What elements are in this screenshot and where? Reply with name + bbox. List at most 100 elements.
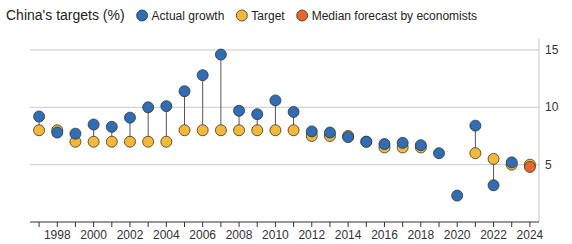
grid-line: [30, 164, 539, 165]
dot: [270, 125, 281, 136]
x-tick-label: 2018: [407, 228, 434, 242]
dot: [234, 125, 245, 136]
x-tick-label: 2014: [335, 228, 362, 242]
dot: [179, 86, 190, 97]
dot: [252, 109, 263, 120]
dot: [52, 127, 63, 138]
plot-area: [34, 49, 536, 201]
x-tick: [239, 222, 240, 227]
x-tick: [148, 222, 149, 227]
dot: [88, 136, 99, 147]
x-tick: [457, 222, 458, 227]
legend-label: Target: [251, 9, 285, 23]
x-tick: [220, 222, 221, 227]
dot: [361, 136, 372, 147]
x-tick: [75, 222, 76, 227]
x-tick: [475, 222, 476, 227]
dot: [124, 112, 135, 123]
dot: [34, 111, 45, 122]
dot: [179, 125, 190, 136]
x-tick-label: 2010: [262, 228, 289, 242]
y-tick-label: 10: [545, 100, 559, 114]
x-tick-label: 2006: [189, 228, 216, 242]
x-tick: [311, 222, 312, 227]
grid-line: [30, 49, 539, 50]
legend-swatch: [137, 10, 148, 21]
x-tick: [439, 222, 440, 227]
dot: [288, 106, 299, 117]
x-tick-label: 2016: [371, 228, 398, 242]
dot: [288, 125, 299, 136]
x-tick: [57, 222, 58, 227]
dot: [343, 132, 354, 143]
dot: [234, 105, 245, 116]
x-tick: [348, 222, 349, 227]
dot: [470, 148, 481, 159]
x-tick-label: 2000: [80, 228, 107, 242]
legend-label: Actual growth: [152, 9, 225, 23]
x-tick: [202, 222, 203, 227]
dot: [324, 127, 335, 138]
y-axis-line: [539, 39, 540, 223]
x-tick: [111, 222, 112, 227]
dot: [143, 136, 154, 147]
legend-swatch: [297, 10, 308, 21]
dot: [470, 120, 481, 131]
x-tick: [420, 222, 421, 227]
x-axis-line: [30, 222, 539, 223]
legend-swatch: [236, 10, 247, 21]
x-tick-label: 2020: [444, 228, 471, 242]
connector: [220, 55, 221, 131]
dot: [161, 101, 172, 112]
x-tick-label: 2024: [517, 228, 544, 242]
dot: [161, 136, 172, 147]
x-tick: [275, 222, 276, 227]
chart: 5 10 15 1998 2000 2002 2004 2006 2008 2010 2012 201…: [0, 0, 572, 244]
x-tick-label: 2008: [226, 228, 253, 242]
dot: [397, 137, 408, 148]
dot: [197, 125, 208, 136]
dot: [215, 125, 226, 136]
x-tick: [166, 222, 167, 227]
x-tick-label: 1998: [44, 228, 71, 242]
dot: [488, 180, 499, 191]
x-tick: [384, 222, 385, 227]
x-tick: [529, 222, 530, 227]
x-tick: [493, 222, 494, 227]
dot: [524, 161, 535, 172]
dot: [34, 125, 45, 136]
x-tick-label: 2012: [298, 228, 325, 242]
dot: [106, 136, 117, 147]
dot: [306, 126, 317, 137]
x-tick: [329, 222, 330, 227]
dot: [434, 148, 445, 159]
x-tick-label: 2002: [117, 228, 144, 242]
dot: [215, 49, 226, 60]
x-tick-label: 2022: [480, 228, 507, 242]
x-tick: [257, 222, 258, 227]
grid-line: [30, 107, 539, 108]
dot: [106, 121, 117, 132]
dot: [88, 119, 99, 130]
x-tick: [184, 222, 185, 227]
dot: [488, 153, 499, 164]
dot: [415, 140, 426, 151]
x-tick: [39, 222, 40, 227]
title: China's targets (%): [6, 7, 125, 23]
connector: [202, 75, 203, 130]
dot: [197, 70, 208, 81]
x-tick: [402, 222, 403, 227]
legend-label: Median forecast by economists: [312, 9, 477, 23]
dot: [70, 128, 81, 139]
dot: [506, 157, 517, 168]
dot: [143, 102, 154, 113]
dot: [124, 136, 135, 147]
dot: [361, 136, 372, 147]
x-tick: [93, 222, 94, 227]
dot: [252, 125, 263, 136]
x-tick: [366, 222, 367, 227]
x-tick-label: 2004: [153, 228, 180, 242]
x-tick: [511, 222, 512, 227]
y-tick-label: 5: [545, 158, 552, 172]
y-tick-label: 15: [545, 43, 559, 57]
